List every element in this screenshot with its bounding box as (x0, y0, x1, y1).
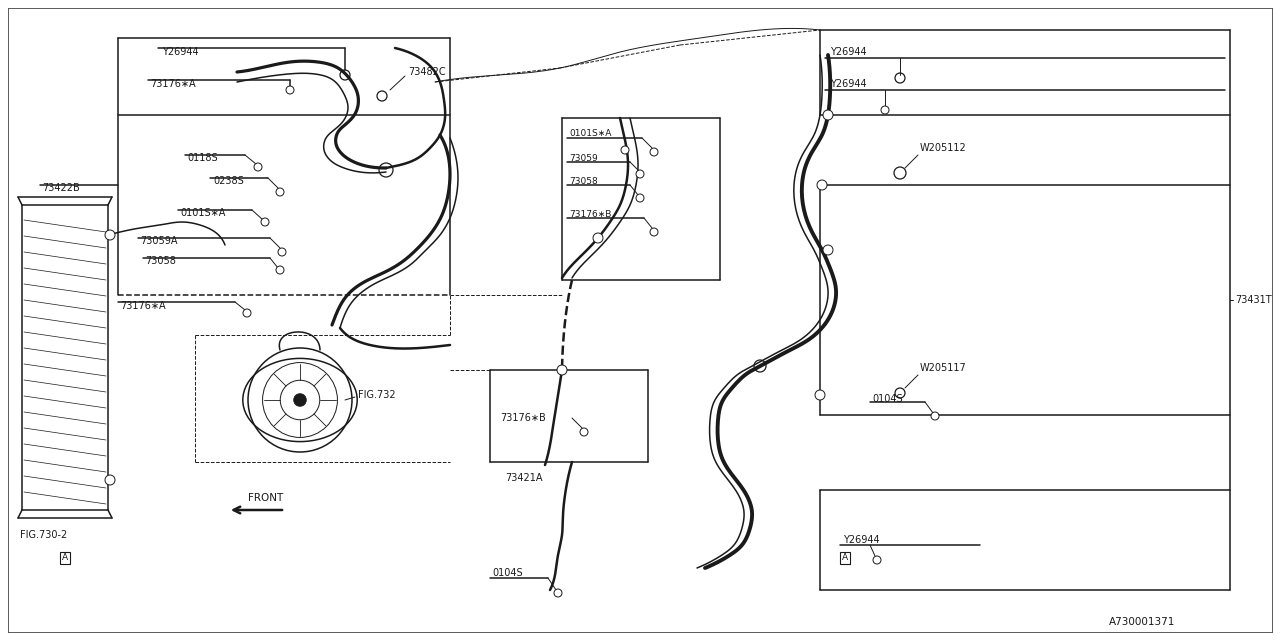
Circle shape (105, 475, 115, 485)
Text: Y26944: Y26944 (829, 47, 867, 57)
Text: 0104S: 0104S (492, 568, 522, 578)
Text: 73176∗A: 73176∗A (150, 79, 196, 89)
Circle shape (823, 245, 833, 255)
Text: A: A (842, 554, 849, 563)
Text: 0101S∗A: 0101S∗A (570, 129, 612, 138)
Text: 0104S: 0104S (872, 394, 902, 404)
Text: FIG.730-2: FIG.730-2 (20, 530, 68, 540)
Circle shape (294, 394, 306, 406)
Text: 73431T: 73431T (1235, 295, 1271, 305)
Circle shape (593, 233, 603, 243)
Circle shape (881, 106, 890, 114)
Text: 73058: 73058 (570, 177, 598, 186)
Text: Y26944: Y26944 (829, 79, 867, 89)
Circle shape (823, 110, 833, 120)
Text: 0118S: 0118S (187, 153, 218, 163)
Circle shape (261, 218, 269, 226)
Text: 73482C: 73482C (408, 67, 445, 77)
Text: Y26944: Y26944 (844, 535, 879, 545)
Text: 73058: 73058 (145, 256, 175, 266)
Text: A: A (61, 554, 68, 563)
Text: FRONT: FRONT (248, 493, 283, 503)
Circle shape (276, 188, 284, 196)
Text: 73176∗A: 73176∗A (120, 301, 165, 311)
Circle shape (557, 365, 567, 375)
Text: W205117: W205117 (920, 363, 966, 373)
Circle shape (278, 248, 285, 256)
Circle shape (873, 556, 881, 564)
Circle shape (243, 309, 251, 317)
Circle shape (931, 412, 940, 420)
Circle shape (817, 180, 827, 190)
Text: 73176∗B: 73176∗B (500, 413, 545, 423)
Circle shape (253, 163, 262, 171)
Text: 73422B: 73422B (42, 183, 79, 193)
Text: 0238S: 0238S (212, 176, 243, 186)
Text: A730001371: A730001371 (1108, 617, 1175, 627)
Circle shape (815, 390, 826, 400)
Text: 0101S∗A: 0101S∗A (180, 208, 225, 218)
Text: 73176∗B: 73176∗B (570, 209, 612, 218)
Text: FIG.732: FIG.732 (358, 390, 396, 400)
Text: 73421A: 73421A (506, 473, 543, 483)
Circle shape (276, 266, 284, 274)
Text: 73059A: 73059A (140, 236, 178, 246)
Circle shape (621, 146, 628, 154)
Circle shape (636, 194, 644, 202)
Circle shape (636, 170, 644, 178)
Circle shape (105, 230, 115, 240)
Circle shape (285, 86, 294, 94)
Circle shape (650, 148, 658, 156)
Circle shape (554, 589, 562, 597)
Text: Y26944: Y26944 (163, 47, 198, 57)
Circle shape (650, 228, 658, 236)
Circle shape (580, 428, 588, 436)
Text: W205112: W205112 (920, 143, 966, 153)
Text: 73059: 73059 (570, 154, 598, 163)
